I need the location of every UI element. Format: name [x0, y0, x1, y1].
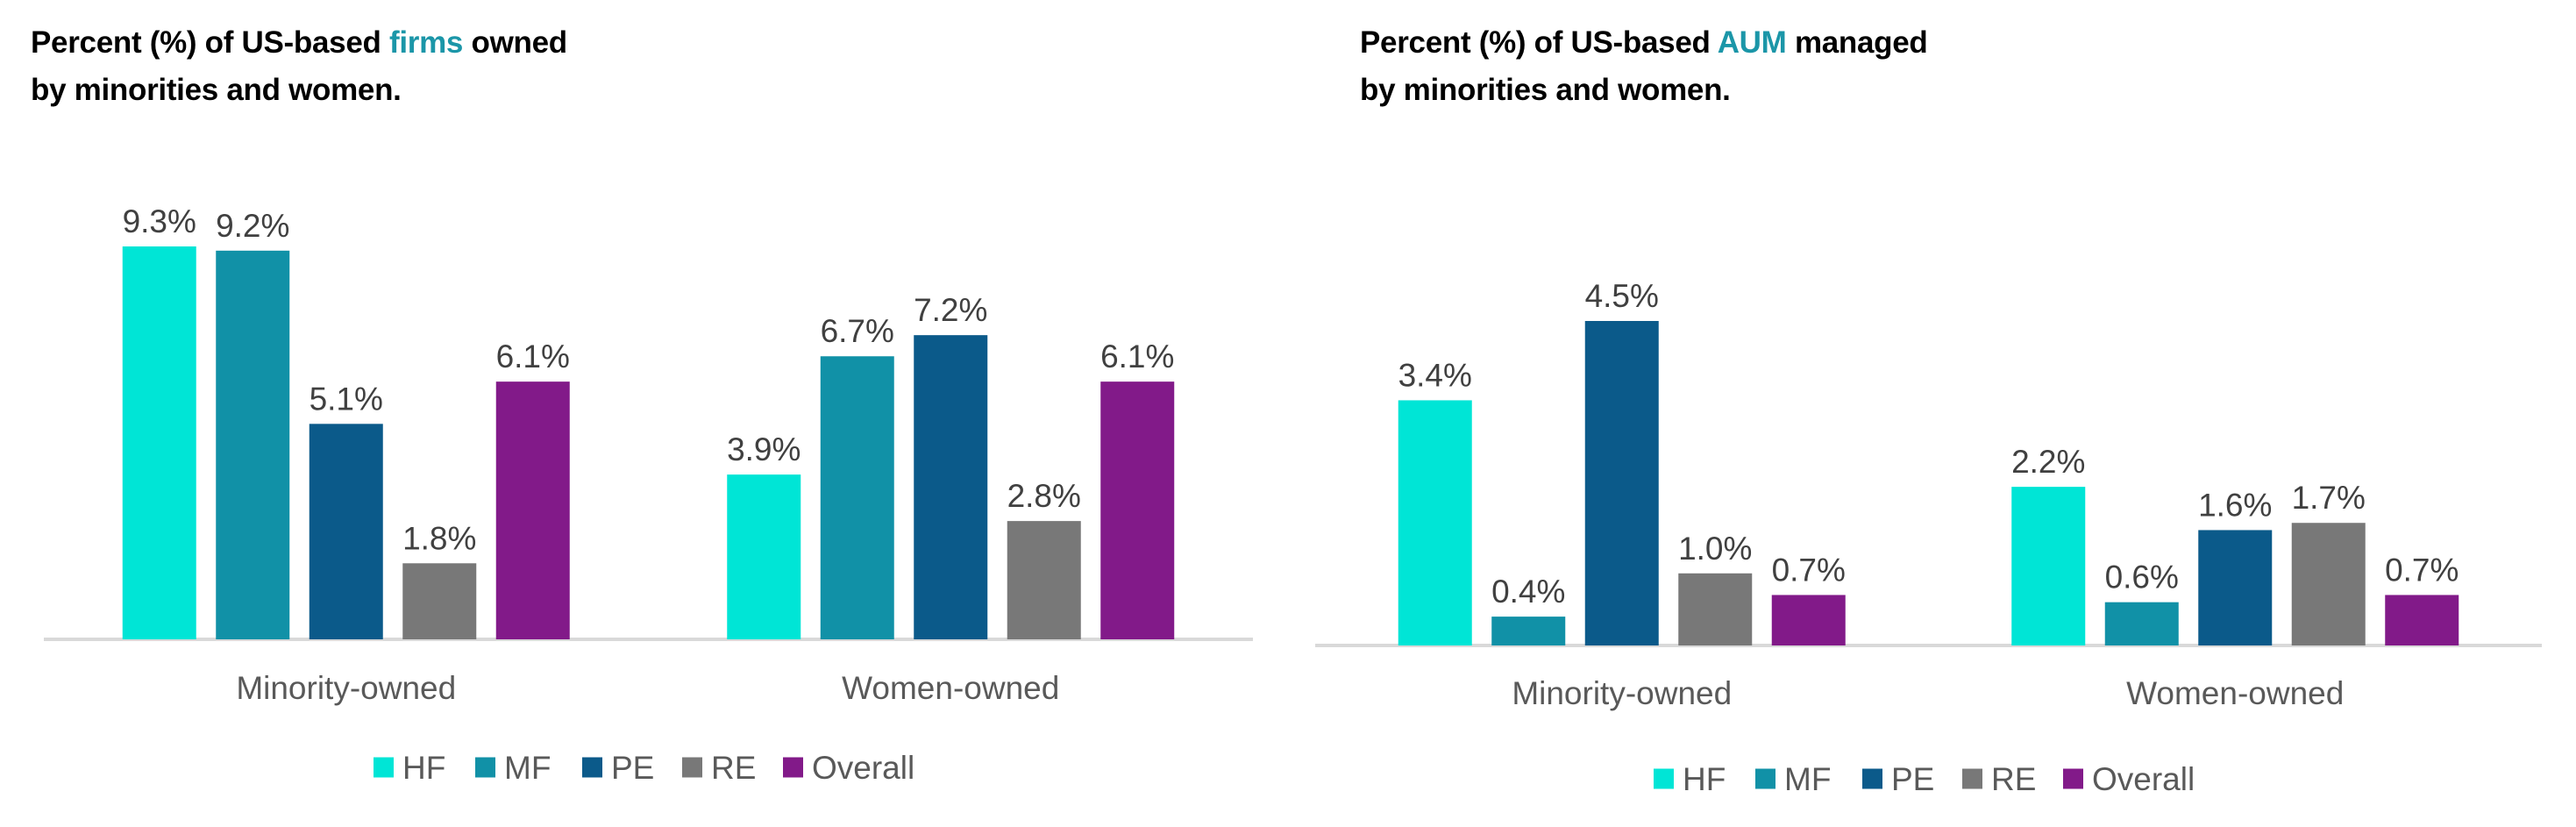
data-label: 0.6%	[2105, 560, 2179, 595]
bar-mf-minority-owned	[216, 250, 290, 639]
data-label: 1.8%	[402, 520, 476, 556]
firms-bar-chart: 9.3% 9.2% 5.1% 1.8% 6.1% Minority-owned 3.9% 6.…	[44, 203, 1253, 786]
data-label: 0.7%	[1772, 552, 1846, 588]
bar-overall-women-owned	[1100, 381, 1175, 639]
legend-label: HF	[1683, 761, 1726, 797]
chart-title-aum: Percent (%) of US-based AUM managed by mi…	[1360, 19, 1928, 114]
legend-label: HF	[402, 750, 445, 786]
legend-swatch	[1962, 768, 1982, 789]
legend-label: RE	[711, 750, 756, 786]
category-label: Minority-owned	[1512, 675, 1732, 711]
bar-re-minority-owned	[1678, 573, 1753, 645]
category-label: Minority-owned	[236, 670, 456, 706]
data-label: 1.0%	[1678, 531, 1752, 567]
bar-mf-women-owned	[2104, 602, 2179, 645]
data-label: 1.7%	[2292, 480, 2366, 516]
bar-pe-minority-owned	[309, 424, 383, 639]
legend-item-pe: PE	[582, 750, 654, 786]
title-text: managed	[1786, 25, 1928, 60]
bar-hf-minority-owned	[1398, 400, 1472, 645]
data-label: 6.1%	[1100, 339, 1174, 374]
legend-swatch	[374, 757, 394, 778]
legend-label: PE	[1891, 761, 1934, 797]
data-label: 9.2%	[216, 208, 289, 244]
legend-item-re: RE	[682, 750, 756, 786]
legend-swatch	[1654, 768, 1674, 789]
title-text: owned	[463, 25, 568, 60]
legend-swatch	[682, 757, 702, 778]
legend-label: PE	[611, 750, 654, 786]
bar-hf-minority-owned	[122, 246, 196, 639]
legend-item-hf: HF	[374, 750, 445, 786]
aum-bar-chart: 3.4% 0.4% 4.5% 1.0% 0.7% Minority-owned 2.2% 0.…	[1315, 278, 2542, 797]
title-accent-word: firms	[389, 25, 464, 60]
legend-swatch	[783, 757, 803, 778]
legend-item-mf: MF	[1755, 761, 1831, 797]
legend-label: MF	[504, 750, 551, 786]
legend-item-overall: Overall	[2063, 761, 2195, 797]
bar-mf-minority-owned	[1491, 617, 1566, 645]
data-label: 5.1%	[310, 381, 383, 417]
data-label: 6.1%	[496, 339, 570, 374]
bar-re-minority-owned	[402, 563, 477, 639]
bar-re-women-owned	[2291, 523, 2366, 645]
data-label: 0.7%	[2385, 552, 2459, 588]
data-label: 1.6%	[2198, 487, 2272, 523]
bar-re-women-owned	[1007, 521, 1081, 639]
data-label: 6.7%	[821, 313, 894, 349]
legend-item-overall: Overall	[783, 750, 914, 786]
title-text: by minorities and women.	[31, 73, 402, 107]
legend-swatch	[475, 757, 495, 778]
legend: HF MF PE RE Overall	[1654, 761, 2195, 797]
legend-swatch	[1755, 768, 1775, 789]
data-label: 7.2%	[914, 292, 987, 328]
bar-pe-women-owned	[2198, 530, 2273, 645]
data-label: 3.4%	[1398, 357, 1472, 393]
legend-label: MF	[1784, 761, 1831, 797]
legend-item-mf: MF	[475, 750, 551, 786]
data-label: 2.8%	[1007, 478, 1081, 514]
category-label: Women-owned	[842, 670, 1059, 706]
data-label: 2.2%	[2011, 444, 2085, 480]
bar-pe-women-owned	[914, 335, 988, 639]
bar-mf-women-owned	[820, 356, 894, 639]
bar-overall-women-owned	[2385, 595, 2459, 645]
legend-item-pe: PE	[1862, 761, 1934, 797]
chart-title-firms: Percent (%) of US-based firms owned by mi…	[31, 19, 567, 114]
data-label: 0.4%	[1491, 574, 1565, 610]
legend-swatch	[2063, 768, 2083, 789]
title-text: Percent (%) of US-based	[31, 25, 389, 60]
bar-hf-women-owned	[2011, 487, 2086, 645]
bar-overall-minority-owned	[495, 381, 570, 639]
legend-label: RE	[1991, 761, 2036, 797]
bar-overall-minority-owned	[1771, 595, 1846, 645]
title-accent-word: AUM	[1717, 25, 1787, 60]
bar-hf-women-owned	[727, 474, 801, 639]
title-text: by minorities and women.	[1360, 73, 1731, 107]
category-label: Women-owned	[2126, 675, 2344, 711]
legend-item-hf: HF	[1654, 761, 1726, 797]
legend-swatch	[1862, 768, 1882, 789]
legend: HF MF PE RE Overall	[374, 750, 914, 786]
data-label: 9.3%	[123, 203, 196, 239]
data-label: 3.9%	[727, 431, 801, 467]
legend-item-re: RE	[1962, 761, 2036, 797]
title-text: Percent (%) of US-based	[1360, 25, 1718, 60]
legend-swatch	[582, 757, 602, 778]
data-label: 4.5%	[1585, 278, 1659, 314]
legend-label: Overall	[812, 750, 914, 786]
bar-pe-minority-owned	[1584, 321, 1659, 645]
legend-label: Overall	[2092, 761, 2195, 797]
